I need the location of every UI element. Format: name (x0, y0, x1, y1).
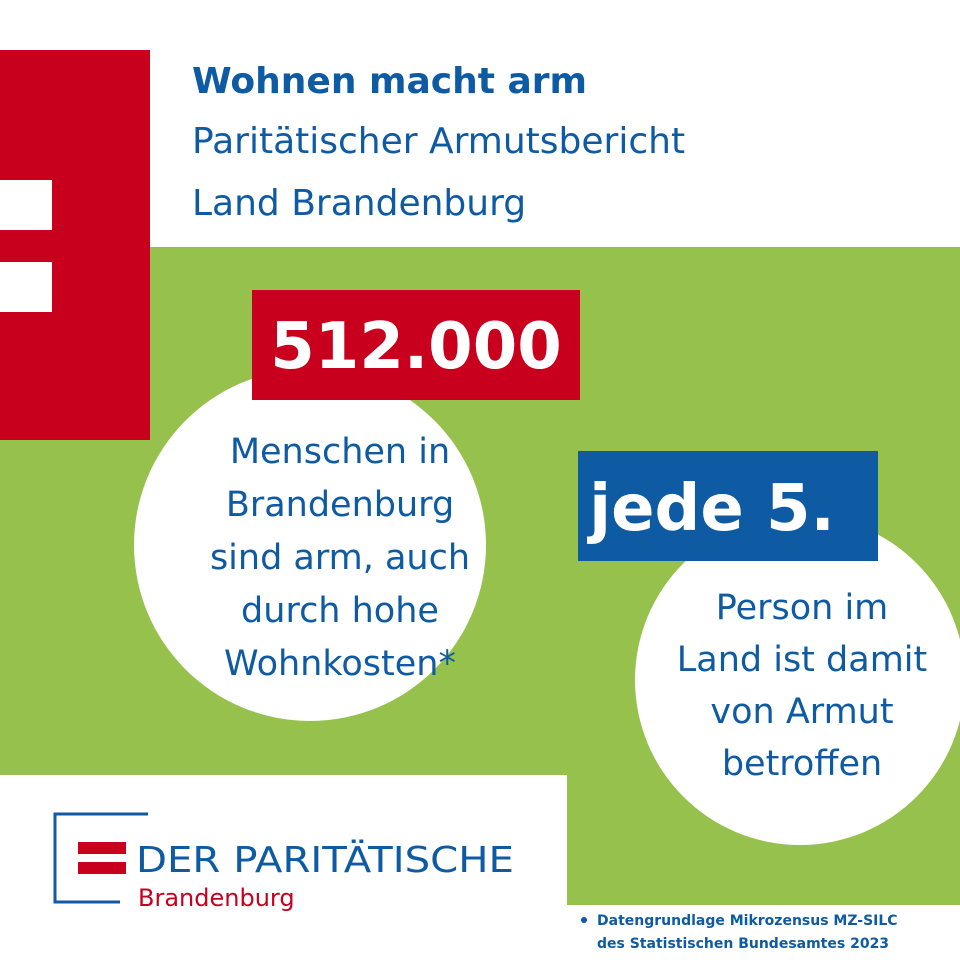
stat-line: Person im (716, 588, 889, 628)
logo-frame (53, 812, 148, 904)
stat-line: Wohnkosten* (224, 644, 456, 684)
logo-bar (78, 842, 126, 854)
red-block (0, 50, 150, 440)
stat-text: Person im Land ist damit von Armut betroffe… (677, 588, 928, 784)
subtitle: Paritätischer Armutsbericht (192, 121, 685, 162)
stat-line: sind arm, auch (210, 538, 470, 578)
subtitle: Land Brandenburg (192, 183, 526, 224)
number-box (252, 290, 580, 400)
white-stripe (0, 262, 52, 312)
title: Wohnen macht arm (192, 61, 587, 102)
bullet (581, 917, 587, 923)
circle (635, 515, 960, 845)
stat-line: Menschen in (230, 432, 450, 472)
logo: DER PARITÄTISCHE Brandenburg (53, 812, 514, 912)
circle (134, 369, 486, 721)
white-stripe (0, 180, 52, 230)
stat-text: Menschen in Brandenburg sind arm, auch durc… (210, 432, 470, 684)
stat-number: 512.000 (270, 310, 562, 384)
logo-bar (78, 862, 126, 874)
logo-region: Brandenburg (138, 884, 295, 912)
footnote: Datengrundlage Mikrozensus MZ-SILC (597, 913, 898, 929)
number-box (578, 451, 878, 561)
stat-line: durch hohe (241, 591, 439, 631)
footnote: des Statistischen Bundesamtes 2023 (597, 936, 889, 952)
stat-number: jede 5. (586, 472, 835, 546)
stat-line: Land ist damit (677, 640, 928, 680)
stat-line: betroffen (722, 744, 882, 784)
logo-name: DER PARITÄTISCHE (136, 839, 514, 881)
stat-line: von Armut (710, 692, 893, 732)
stat-line: Brandenburg (226, 485, 454, 525)
